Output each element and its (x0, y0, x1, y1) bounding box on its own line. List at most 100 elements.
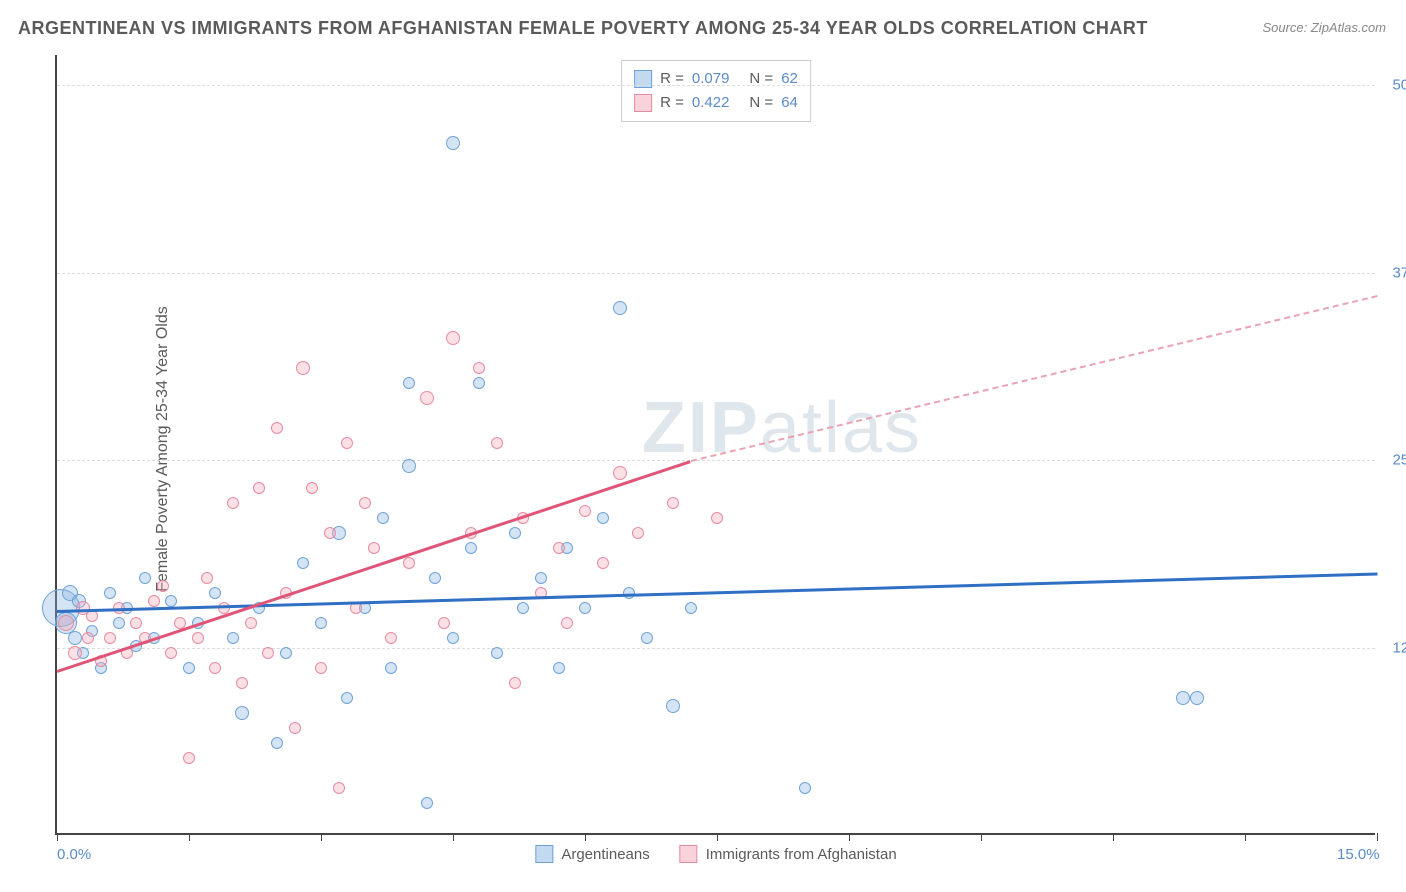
chart-title: ARGENTINEAN VS IMMIGRANTS FROM AFGHANIST… (18, 18, 1148, 39)
data-point (473, 362, 485, 374)
x-tick (849, 833, 850, 841)
data-point (799, 782, 811, 794)
data-point (82, 632, 94, 644)
legend-stats-row-blue: R = 0.079 N = 62 (634, 67, 798, 91)
legend-label: Argentineans (561, 846, 649, 863)
y-tick-label: 50.0% (1392, 77, 1406, 94)
data-point (209, 662, 221, 674)
data-point (385, 632, 397, 644)
gridline-h (57, 273, 1375, 274)
data-point (685, 602, 697, 614)
data-point (446, 331, 460, 345)
data-point (253, 482, 265, 494)
y-tick-label: 25.0% (1392, 452, 1406, 469)
gridline-h (57, 85, 1375, 86)
data-point (385, 662, 397, 674)
data-point (235, 706, 249, 720)
data-point (104, 587, 116, 599)
n-label: N = (749, 67, 773, 91)
legend-series: Argentineans Immigrants from Afghanistan (535, 845, 896, 863)
x-tick (1245, 833, 1246, 841)
gridline-h (57, 648, 1375, 649)
data-point (613, 301, 627, 315)
data-point (280, 647, 292, 659)
data-point (641, 632, 653, 644)
data-point (297, 557, 309, 569)
source-label: Source: ZipAtlas.com (1262, 20, 1386, 35)
data-point (183, 662, 195, 674)
data-point (473, 377, 485, 389)
y-tick-label: 12.5% (1392, 639, 1406, 656)
data-point (403, 377, 415, 389)
r-value-blue: 0.079 (692, 67, 730, 91)
data-point (553, 542, 565, 554)
data-point (613, 466, 627, 480)
data-point (447, 632, 459, 644)
x-tick (981, 833, 982, 841)
plot-area: ZIPatlas R = 0.079 N = 62 R = 0.422 N = … (55, 55, 1375, 835)
data-point (139, 572, 151, 584)
data-point (271, 737, 283, 749)
n-label: N = (749, 91, 773, 115)
data-point (227, 632, 239, 644)
data-point (245, 617, 257, 629)
data-point (315, 617, 327, 629)
data-point (227, 497, 239, 509)
data-point (333, 782, 345, 794)
data-point (192, 632, 204, 644)
data-point (262, 647, 274, 659)
watermark: ZIPatlas (642, 387, 922, 469)
data-point (68, 631, 82, 645)
data-point (68, 646, 82, 660)
data-point (632, 527, 644, 539)
r-value-pink: 0.422 (692, 91, 730, 115)
data-point (209, 587, 221, 599)
data-point (296, 361, 310, 375)
data-point (201, 572, 213, 584)
data-point (666, 699, 680, 713)
data-point (597, 557, 609, 569)
data-point (1176, 691, 1190, 705)
r-label: R = (660, 67, 684, 91)
data-point (579, 602, 591, 614)
data-point (597, 512, 609, 524)
legend-item-pink: Immigrants from Afghanistan (680, 845, 897, 863)
data-point (429, 572, 441, 584)
data-point (368, 542, 380, 554)
x-tick (189, 833, 190, 841)
legend-stats: R = 0.079 N = 62 R = 0.422 N = 64 (621, 60, 811, 122)
data-point (491, 647, 503, 659)
x-tick (321, 833, 322, 841)
data-point (183, 752, 195, 764)
y-tick-label: 37.5% (1392, 264, 1406, 281)
x-tick (1377, 833, 1378, 841)
data-point (1190, 691, 1204, 705)
trend-line (57, 460, 691, 672)
data-point (446, 136, 460, 150)
data-point (403, 557, 415, 569)
data-point (517, 602, 529, 614)
data-point (165, 595, 177, 607)
data-point (711, 512, 723, 524)
legend-label: Immigrants from Afghanistan (706, 846, 897, 863)
swatch-pink-icon (634, 94, 652, 112)
data-point (236, 677, 248, 689)
data-point (289, 722, 301, 734)
legend-stats-row-pink: R = 0.422 N = 64 (634, 91, 798, 115)
data-point (306, 482, 318, 494)
n-value-pink: 64 (781, 91, 798, 115)
data-point (324, 527, 336, 539)
n-value-blue: 62 (781, 67, 798, 91)
data-point (535, 572, 547, 584)
x-tick (585, 833, 586, 841)
swatch-blue-icon (535, 845, 553, 863)
data-point (113, 617, 125, 629)
x-tick-label: 0.0% (57, 846, 91, 863)
swatch-pink-icon (680, 845, 698, 863)
data-point (438, 617, 450, 629)
data-point (553, 662, 565, 674)
data-point (561, 617, 573, 629)
legend-item-blue: Argentineans (535, 845, 649, 863)
x-tick-label: 15.0% (1337, 846, 1380, 863)
r-label: R = (660, 91, 684, 115)
